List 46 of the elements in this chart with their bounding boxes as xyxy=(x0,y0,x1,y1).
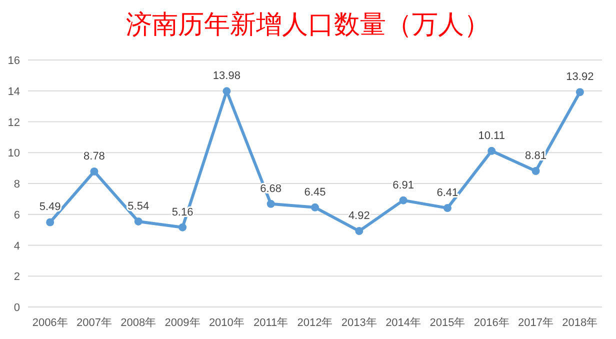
x-tick-label: 2010年 xyxy=(208,317,244,329)
x-tick-label: 2007年 xyxy=(76,317,112,329)
data-label: 13.98 xyxy=(212,70,240,82)
x-tick-label: 2017年 xyxy=(518,317,554,329)
point xyxy=(576,88,584,96)
point xyxy=(532,166,540,175)
y-tick-label: 16 xyxy=(8,55,20,67)
x-tick-label: 2008年 xyxy=(120,317,156,329)
data-label: 6.91 xyxy=(392,179,414,192)
point xyxy=(178,223,187,232)
point xyxy=(266,200,275,208)
title: 济南历年新增人口数量（万人） xyxy=(126,10,490,39)
data-label: 10.11 xyxy=(478,130,505,142)
point xyxy=(134,217,142,226)
data-label: 5.49 xyxy=(39,201,61,214)
x-tick-label: 2011年 xyxy=(254,317,288,329)
x-tick-label: 2015年 xyxy=(430,317,466,329)
x-tick-label: 2012年 xyxy=(297,317,333,329)
x-tick-label: 2006年 xyxy=(32,317,68,329)
x-tick-label: 2009年 xyxy=(164,317,200,329)
data-label: 4.92 xyxy=(348,210,370,222)
x-tick-label: 2014年 xyxy=(386,317,422,329)
y-tick-label: 12 xyxy=(8,116,20,129)
y-tick-label: 0 xyxy=(14,302,20,314)
data-label: 5.54 xyxy=(128,200,150,212)
point xyxy=(443,204,452,212)
point xyxy=(488,146,496,155)
y-tick-label: 10 xyxy=(8,148,20,160)
data-label: 6.45 xyxy=(304,186,326,198)
point xyxy=(311,203,319,212)
point xyxy=(399,196,408,204)
data-label: 8.78 xyxy=(84,150,105,162)
point xyxy=(46,218,54,226)
point xyxy=(222,87,231,96)
y-tick-label: 6 xyxy=(14,209,20,222)
point xyxy=(90,167,98,176)
y-tick-label: 14 xyxy=(8,86,20,98)
x-tick-label: 2016年 xyxy=(474,317,510,329)
data-label: 6.41 xyxy=(436,187,458,200)
y-tick-label: 2 xyxy=(14,271,20,284)
y-tick-label: 4 xyxy=(14,240,20,252)
x-tick-label: 2013年 xyxy=(341,317,377,329)
point xyxy=(355,227,364,236)
data-label: 13.92 xyxy=(566,71,594,84)
y-tick-label: 8 xyxy=(14,178,20,190)
x-tick-label: 2018年 xyxy=(562,317,598,329)
